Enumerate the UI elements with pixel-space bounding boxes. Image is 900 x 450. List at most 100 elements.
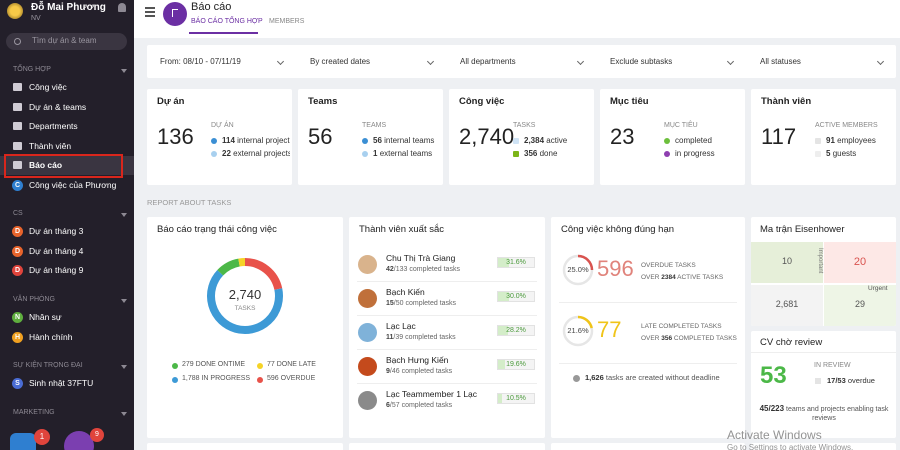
top-bar: Báo cáo BÁO CÁO TỔNG HỢP MEMBERS (134, 0, 900, 38)
matrix-value: 2,681 (775, 299, 799, 309)
percent-bar: 10.5% (497, 393, 535, 404)
nav-item[interactable]: Thành viên (29, 140, 72, 151)
dropdown-chevron (876, 57, 885, 66)
matrix-cell: 29 (824, 285, 896, 326)
percent-bar: 30.0% (497, 291, 535, 302)
member-done: 11 (386, 334, 394, 341)
menu-icon-line (145, 11, 155, 13)
percent-fill (498, 360, 506, 369)
card-title: Công việc (459, 96, 505, 107)
card-title: Dự án (157, 96, 185, 107)
nav-item[interactable]: Dự án tháng 9 (29, 265, 84, 276)
member-name[interactable]: Bạch Hưng Kiến (386, 355, 449, 365)
eisenhower-card: Ma trận Eisenhower 10 20 2,681 29 Important Ur… (751, 217, 896, 326)
section-title: VĂN PHÒNG (13, 296, 56, 303)
stat-line: 114 internal projects (222, 136, 290, 147)
item-icon: C (12, 180, 23, 191)
app-icon[interactable] (64, 431, 94, 450)
tab[interactable]: MEMBERS (269, 18, 305, 25)
legend-dot (362, 138, 368, 144)
stat-line-text: active (546, 136, 568, 145)
legend-dot (362, 151, 368, 157)
section-title: SỰ KIỆN TRỌNG ĐẠI (13, 362, 83, 369)
legend-dot (815, 378, 821, 384)
member-done: 42 (386, 266, 394, 273)
user-role: NV (31, 15, 41, 22)
percent-fill (498, 292, 509, 301)
item-icon: S (12, 378, 23, 389)
stat-card: Teams 56 TEAMS 56 internal teams 1 external … (298, 89, 443, 185)
card-title: Teams (308, 96, 338, 107)
matrix-cell: 20 (824, 242, 896, 283)
nav-item[interactable]: Dự án tháng 4 (29, 245, 84, 256)
stat-line-number: 356 (524, 149, 538, 158)
row-divider (559, 302, 737, 303)
legend-dot (211, 151, 217, 157)
member-done: 15 (386, 300, 394, 307)
legend-dot (815, 138, 821, 144)
review-teams-num: 45/223 (759, 404, 785, 413)
percent-label: 28.2% (506, 327, 526, 334)
no-deadline-num: 1,626 (585, 373, 604, 382)
percent-label: 19.6% (506, 361, 526, 368)
member-name[interactable]: Bạch Kiến (386, 287, 425, 297)
member-detail: /39 completed tasks (393, 334, 456, 341)
stat-label: TEAMS (362, 122, 387, 129)
filter-dropdown[interactable]: From: 08/10 - 07/11/19 (160, 57, 241, 66)
stat-label: TASKS (513, 122, 536, 129)
overdue-card: Công việc không đúng hạn 25.0% 596 OVERDUE … (551, 217, 745, 438)
legend-label: 279 DONE ONTIME (182, 361, 246, 368)
no-deadline-note: 1,626 tasks are created without deadline (585, 373, 745, 383)
app-icon[interactable] (10, 433, 36, 450)
filter-dropdown[interactable]: All statuses (760, 57, 801, 66)
nav-item[interactable]: Hành chính (29, 331, 73, 342)
filter-dropdown[interactable]: All departments (460, 57, 516, 66)
nav-item[interactable]: Báo cáo (29, 160, 63, 171)
legend-dot (815, 151, 821, 157)
review-count: 53 (760, 362, 787, 389)
stat-label: ACTIVE MEMBERS (815, 122, 878, 129)
legend-dot (257, 363, 263, 369)
stat-value: 117 (761, 124, 797, 149)
legend-label: 596 OVERDUE (267, 375, 316, 382)
stat-line-text: in progress (675, 149, 715, 158)
member-avatar (358, 357, 377, 376)
review-teams-text: teams and projects enabling task reviews (786, 406, 889, 422)
stat-card: Mục tiêu 23 MỤC TIÊU completed in progress (600, 89, 745, 185)
top-members-card: Thành viên xuất sắc Chu Thị Trà Giang 42/1… (349, 217, 545, 438)
member-avatar (358, 323, 377, 342)
nav-item[interactable]: Sinh nhật 37FTU (29, 378, 94, 388)
nav-item[interactable]: Công việc của Phương (29, 180, 117, 190)
nav-item[interactable]: Dự án & teams (29, 101, 87, 112)
nav-item[interactable]: Công việc (29, 82, 67, 92)
nav-item[interactable]: Departments (29, 121, 78, 132)
overdue-line: OVER 356 COMPLETED TASKS (641, 335, 741, 344)
row-divider (751, 352, 896, 353)
search-box[interactable]: Tìm dự án & team (6, 33, 127, 50)
stat-line: 22 external projects (222, 149, 290, 160)
member-name[interactable]: Lạc Lạc (386, 321, 416, 331)
donut-center-label: TASKS (234, 305, 256, 312)
matrix-axis-label: Urgent (868, 285, 888, 292)
tab[interactable]: BÁO CÁO TỔNG HỢP (191, 18, 263, 25)
stat-line: 91 employees (826, 136, 894, 147)
card-title: Ma trận Eisenhower (760, 224, 845, 235)
filter-dropdown[interactable]: By created dates (310, 57, 371, 66)
percent-fill (498, 258, 510, 267)
stat-card: Công việc 2,740 TASKS 2,384 active 356 done (449, 89, 594, 185)
card-title: CV chờ review (760, 337, 823, 348)
filter-dropdown[interactable]: Exclude subtasks (610, 57, 673, 66)
member-avatar (358, 391, 377, 410)
stat-card: Thành viên 117 ACTIVE MEMBERS 91 employees 5… (751, 89, 896, 185)
member-detail: /50 completed tasks (393, 300, 457, 307)
member-name[interactable]: Lạc Teammember 1 Lạc (386, 389, 478, 399)
card-title: Công việc không đúng hạn (561, 224, 675, 235)
notification-bell[interactable] (118, 3, 126, 12)
legend-dot (257, 377, 263, 383)
stat-label: DỰ ÁN (211, 122, 234, 129)
nav-item[interactable]: Dự án tháng 3 (29, 226, 84, 236)
section-chevron (121, 69, 127, 73)
nav-item[interactable]: Nhân sự (29, 312, 62, 322)
member-name[interactable]: Chu Thị Trà Giang (386, 253, 456, 263)
